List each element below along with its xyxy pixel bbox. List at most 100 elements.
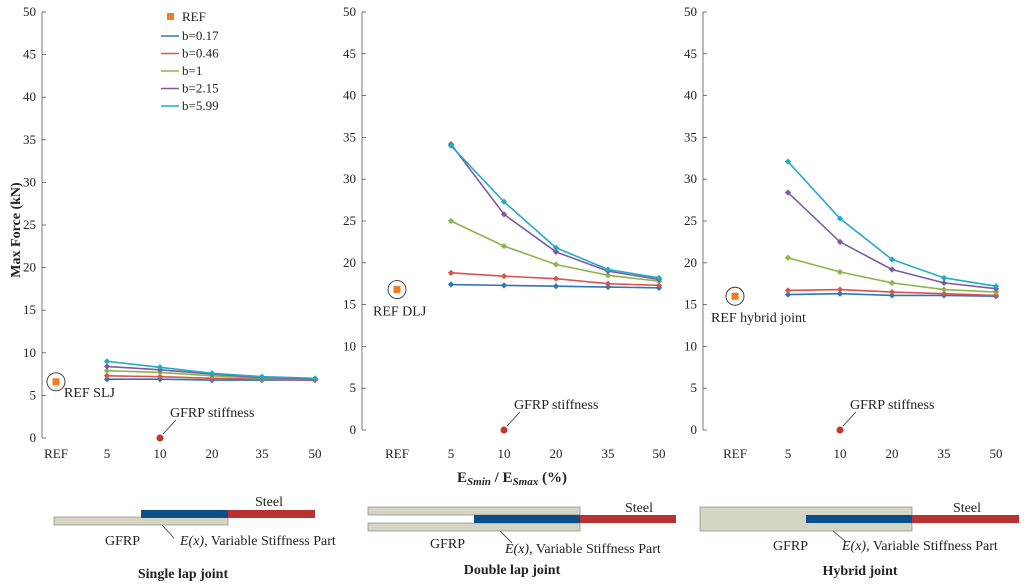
data-point <box>447 269 455 276</box>
gfrp-stiffness-label: GFRP stiffness <box>170 406 254 421</box>
ref-label: REF hybrid joint <box>711 311 806 326</box>
series-line-b=5.99 <box>450 145 660 279</box>
steel-label: Steel <box>953 501 981 516</box>
y-tick-label: 15 <box>684 297 697 312</box>
data-point <box>888 256 896 263</box>
x-tick-label: 20 <box>550 446 563 461</box>
x-tick-label: 5 <box>785 446 792 461</box>
x-tick-label: 20 <box>886 446 899 461</box>
series-line-b=2.15 <box>450 143 660 281</box>
steel-plate <box>912 515 1019 523</box>
gfrp-stiffness-marker <box>836 426 844 434</box>
ref-marker <box>731 292 739 300</box>
y-tick-label: 25 <box>23 217 36 232</box>
y-tick-label: 15 <box>23 302 36 317</box>
y-tick-label: 30 <box>684 171 697 186</box>
gfrp-plate-bottom <box>367 522 581 532</box>
ref-circle <box>46 372 66 392</box>
y-tick-label: 10 <box>23 345 36 360</box>
chart-panel-single-lap: 0 5 10 15 20 25 30 35 40 45 50 REF 5 10 20 35 50 REF SLJ G… <box>23 4 322 461</box>
legend-label: b=5.99 <box>182 98 219 113</box>
legend-ref-marker <box>167 13 174 20</box>
x-tick-label: 5 <box>104 446 111 461</box>
legend-label: b=0.17 <box>182 28 219 43</box>
data-point <box>311 375 319 382</box>
gfrp-label: GFRP <box>105 534 140 549</box>
legend-label: b=2.15 <box>182 81 219 96</box>
y-tick-label: 5 <box>691 380 698 395</box>
x-tick-label: REF <box>44 446 68 461</box>
annotation-leader <box>842 411 857 427</box>
series-line-b=1 <box>787 257 997 293</box>
ref-circle <box>387 280 407 300</box>
y-tick-label: 45 <box>343 46 356 61</box>
y-tick-label: 0 <box>30 430 37 445</box>
data-point <box>836 268 844 276</box>
data-point <box>888 266 896 273</box>
data-point <box>655 274 663 281</box>
ref-marker <box>393 286 401 294</box>
data-point <box>500 273 508 280</box>
x-tick-label: REF <box>385 446 409 461</box>
data-point <box>940 274 948 281</box>
y-tick-label: 5 <box>350 380 357 395</box>
legend-label: b=0.46 <box>182 46 219 61</box>
data-point <box>604 272 612 279</box>
data-point <box>940 286 948 293</box>
gfrp-stiffness-marker <box>500 426 508 434</box>
vsp-label: E(x), Variable Stiffness Part <box>179 534 336 549</box>
data-point <box>500 242 508 250</box>
data-point <box>888 292 896 299</box>
gfrp-label: GFRP <box>430 537 465 552</box>
y-tick-label: 20 <box>343 255 356 270</box>
data-point <box>992 292 1000 299</box>
vsp-label: E(x), Variable Stiffness Part <box>504 542 661 557</box>
data-point <box>940 290 948 297</box>
y-tick-label: 45 <box>23 47 36 62</box>
y-tick-label: 25 <box>343 213 356 228</box>
data-point <box>447 217 455 225</box>
x-tick-label: REF <box>723 446 747 461</box>
steel-label: Steel <box>255 495 283 510</box>
data-point <box>888 288 896 296</box>
x-tick-label: 10 <box>834 446 847 461</box>
gfrp-label: GFRP <box>773 539 808 554</box>
x-tick-label: 10 <box>498 446 511 461</box>
y-tick-label: 5 <box>30 387 37 402</box>
x-tick-label: 20 <box>206 446 219 461</box>
y-tick-label: 10 <box>684 338 697 353</box>
diagram-double-lap: Steel GFRP E(x), Variable Stiffness Part… <box>367 501 676 578</box>
x-tick-label: 35 <box>602 446 615 461</box>
vsp-label: E(x), Variable Stiffness Part <box>841 539 998 554</box>
data-point <box>604 280 612 287</box>
x-tick-label: 35 <box>938 446 951 461</box>
x-tick-label: 50 <box>653 446 666 461</box>
y-tick-label: 40 <box>684 88 697 103</box>
x-tick-label: 50 <box>309 446 322 461</box>
data-point <box>784 254 792 261</box>
data-point <box>552 261 560 268</box>
data-point <box>500 282 508 289</box>
steel-plate <box>580 515 676 523</box>
gfrp-stiffness-marker <box>156 434 164 442</box>
series-line-b=2.15 <box>787 191 997 290</box>
annotation-leader <box>162 419 177 435</box>
y-tick-label: 30 <box>23 174 36 189</box>
data-point <box>552 283 560 290</box>
y-tick-label: 15 <box>343 297 356 312</box>
y-tick-label: 35 <box>684 129 697 144</box>
data-point <box>552 275 560 282</box>
y-tick-label: 20 <box>23 260 36 275</box>
x-tick-label: 5 <box>448 446 455 461</box>
gfrp-stiffness-label: GFRP stiffness <box>514 398 598 413</box>
y-tick-label: 35 <box>23 132 36 147</box>
chart-panel-double-lap: 0 5 10 15 20 25 30 35 40 45 50 REF 5 10 20 35 50 REF DLJ G… <box>343 4 666 461</box>
y-axis-title: Max Force (kN) <box>9 182 24 278</box>
data-point <box>784 287 792 294</box>
variable-stiffness-part <box>141 510 228 518</box>
ref-label: REF DLJ <box>373 305 427 320</box>
legend-ref-label: REF <box>182 9 206 24</box>
gfrp-plate <box>53 516 229 526</box>
y-tick-label: 30 <box>343 171 356 186</box>
